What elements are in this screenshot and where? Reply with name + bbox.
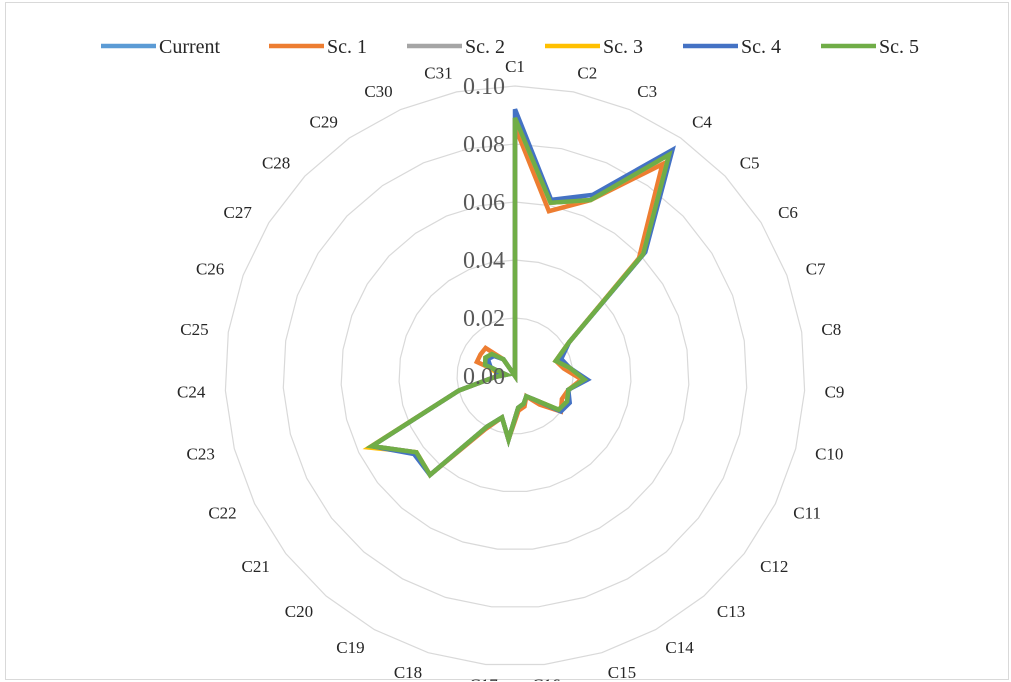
series-current [365,117,673,479]
category-label: C24 [177,383,206,402]
legend-item: Sc. 2 [407,36,505,58]
series-sc-4 [365,108,676,479]
category-label: C25 [180,320,208,339]
category-label: C21 [242,557,270,576]
radial-tick-labels: 0.00 0.02 0.04 0.06 0.08 0.10 [463,74,505,390]
tick-label: 0.02 [463,306,505,332]
series-lines [362,108,676,479]
legend: Current Sc. 1 Sc. 2 Sc. 3 Sc. 4 Sc. 5 [101,36,919,58]
tick-label: 0.06 [463,190,505,216]
legend-label: Sc. 5 [879,36,919,58]
category-label: C8 [821,320,841,339]
grid-ring-5 [224,85,806,666]
category-label: C27 [224,203,253,222]
grid-ring-2 [398,259,632,492]
category-label: C9 [825,383,845,402]
tick-label: 0.10 [463,74,505,100]
grid-ring-4 [282,143,748,608]
category-label: C31 [424,63,452,82]
category-label: C3 [637,82,657,101]
category-labels: C1 C2 C3 C4 C5 C6 C7 C8 C9 C10 C11 C12 C13 C14 C15 C16 C… [177,57,844,681]
tick-label: 0.04 [463,248,505,274]
category-label: C18 [394,663,422,681]
legend-item: Sc. 5 [821,36,919,58]
category-label: C29 [310,113,338,132]
legend-item: Current [101,36,221,58]
category-label: C22 [208,504,236,523]
category-label: C19 [336,638,364,657]
legend-item: Sc. 4 [683,36,781,58]
category-label: C23 [187,445,215,464]
category-label: C1 [505,57,525,76]
legend-label: Sc. 1 [327,36,367,58]
series-sc-2 [365,117,673,479]
category-label: C4 [692,113,712,132]
category-label: C10 [815,445,843,464]
category-label: C15 [608,663,636,681]
radar-chart: Current Sc. 1 Sc. 2 Sc. 3 Sc. 4 Sc. 5 0.000.0… [101,36,919,681]
series-sc-5 [365,117,673,479]
category-label: C28 [262,153,290,172]
category-label: C6 [778,203,798,222]
category-label: C12 [760,557,788,576]
category-label: C30 [364,82,392,101]
legend-item: Sc. 1 [269,36,367,58]
grid-ring-3 [340,201,690,550]
category-label: C26 [196,259,224,278]
legend-label: Current [159,36,221,58]
category-label: C16 [532,675,560,681]
category-label: C14 [665,638,694,657]
category-label: C13 [717,602,745,621]
legend-item: Sc. 3 [545,36,643,58]
legend-label: Sc. 2 [465,36,505,58]
legend-label: Sc. 3 [603,36,643,58]
category-label: C5 [740,153,760,172]
category-label: C20 [285,602,313,621]
legend-label: Sc. 4 [741,36,781,58]
category-label: C7 [806,259,826,278]
category-label: C2 [577,63,597,82]
category-label: C11 [793,504,821,523]
category-label: C17 [469,675,498,681]
tick-label: 0.00 [463,364,505,390]
chart-frame: Current Sc. 1 Sc. 2 Sc. 3 Sc. 4 Sc. 5 0.00 0.0… [5,2,1009,681]
tick-label: 0.08 [463,132,505,158]
